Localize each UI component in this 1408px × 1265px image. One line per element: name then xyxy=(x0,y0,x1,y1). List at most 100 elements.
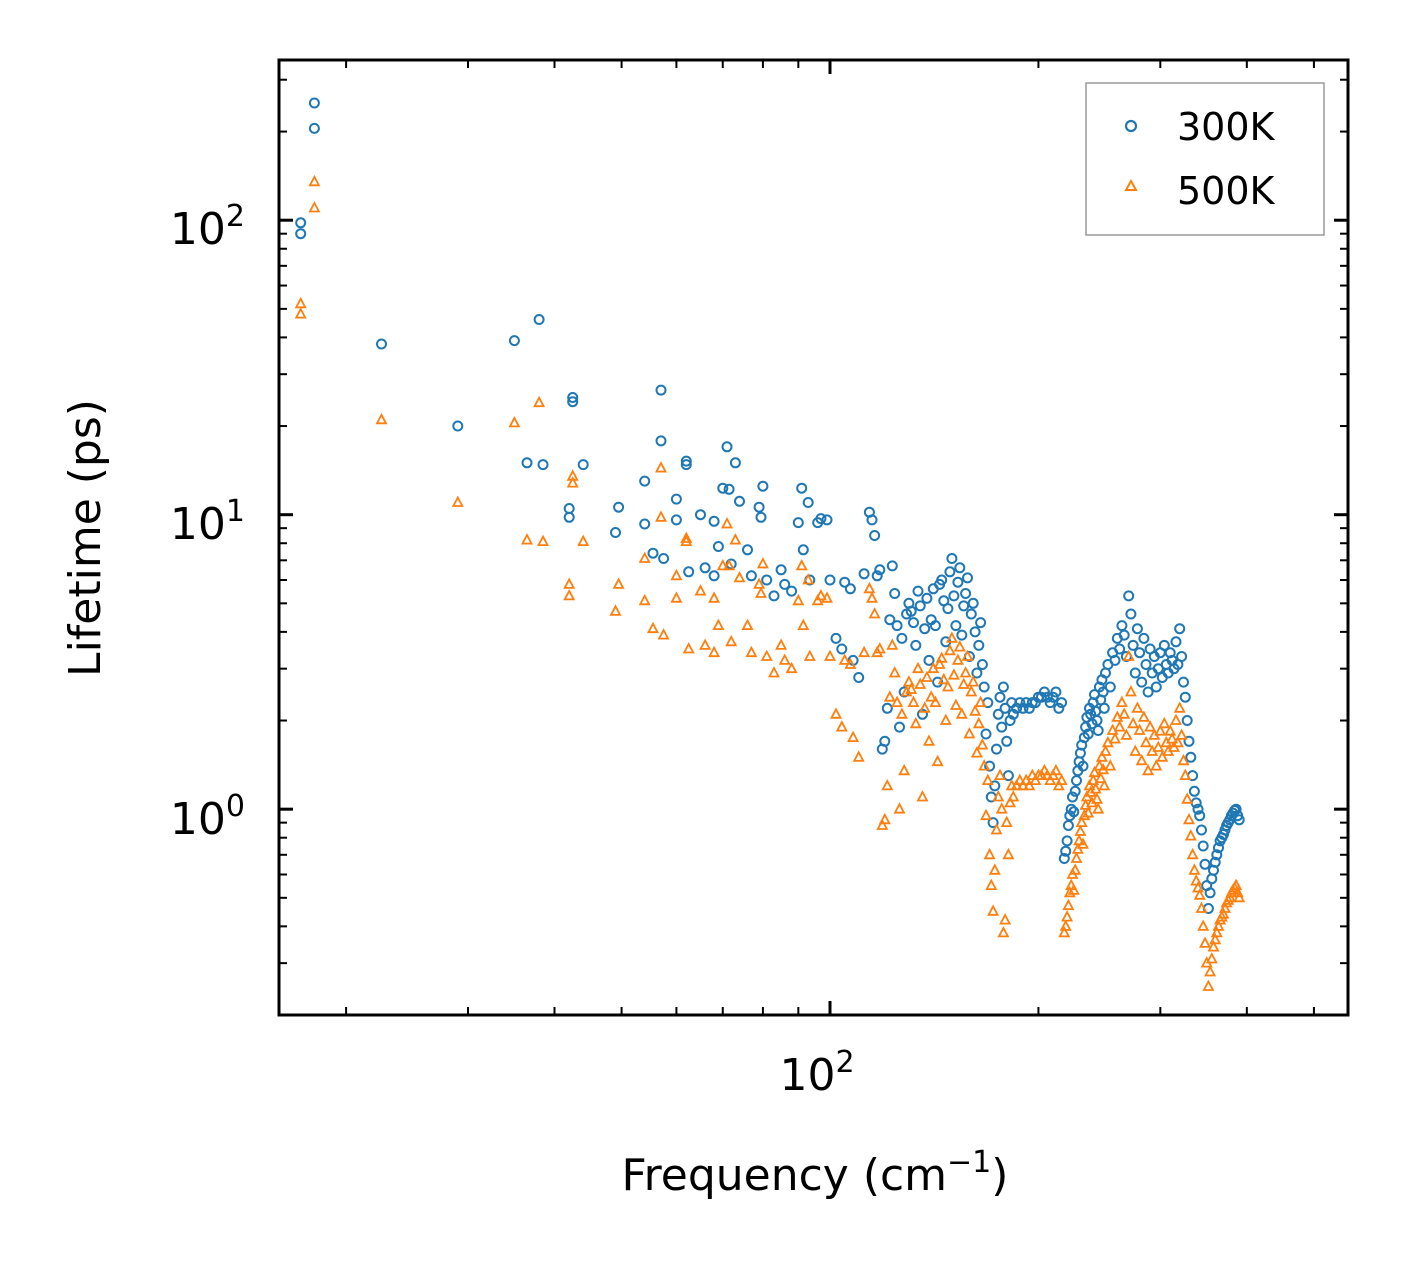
data-point-300K xyxy=(994,691,1006,703)
data-point-300K xyxy=(965,608,977,620)
data-point-300K xyxy=(1077,760,1089,772)
plot-frame xyxy=(277,58,1350,1017)
data-point-500K xyxy=(733,570,746,583)
data-point-300K xyxy=(1002,770,1014,782)
data-point-300K xyxy=(971,667,983,679)
legend-marker-300K xyxy=(1124,119,1138,133)
data-point-500K xyxy=(985,878,998,890)
data-point-500K xyxy=(935,651,948,663)
data-point-300K xyxy=(954,562,966,574)
data-point-300K xyxy=(815,513,827,525)
data-point-300K xyxy=(936,574,948,586)
data-point-500K xyxy=(1007,790,1020,802)
data-point-500K xyxy=(994,768,1006,780)
data-point-500K xyxy=(1089,782,1102,794)
data-point-300K xyxy=(655,435,667,447)
data-point-300K xyxy=(1129,667,1141,679)
x-tick-label-1e2: 102 xyxy=(779,1045,854,1101)
data-point-500K xyxy=(1098,778,1111,791)
data-point-300K xyxy=(997,681,1009,693)
data-point-300K xyxy=(1069,785,1081,797)
data-point-300K xyxy=(797,544,809,556)
data-point-300K xyxy=(919,623,931,635)
data-point-300K xyxy=(1060,845,1072,857)
data-point-300K xyxy=(996,721,1008,733)
data-point-300K xyxy=(563,503,575,514)
data-point-500K xyxy=(1118,707,1131,719)
data-point-500K xyxy=(741,618,754,630)
data-point-500K xyxy=(760,649,773,661)
data-point-500K xyxy=(1181,792,1194,804)
data-point-500K xyxy=(729,533,742,545)
data-point-300K xyxy=(946,553,958,564)
data-point-500K xyxy=(1073,833,1086,846)
data-point-500K xyxy=(900,685,913,697)
data-point-500K xyxy=(308,174,321,187)
data-point-500K xyxy=(1177,753,1190,766)
data-point-300K xyxy=(958,600,970,612)
data-point-300K xyxy=(1123,590,1135,602)
data-point-500K xyxy=(294,307,307,319)
data-point-300K xyxy=(894,721,905,733)
data-point-300K xyxy=(1017,702,1029,714)
data-point-500K xyxy=(925,690,938,702)
minor-ticks xyxy=(279,60,1348,1016)
data-point-500K xyxy=(1104,759,1117,771)
data-point-300K xyxy=(683,566,695,578)
data-point-300K xyxy=(452,420,464,432)
data-point-300K xyxy=(563,511,575,523)
data-point-500K xyxy=(1082,806,1095,818)
data-point-500K xyxy=(1109,732,1121,744)
data-point-300K xyxy=(1199,858,1211,870)
data-point-300K xyxy=(639,518,651,530)
data-point-500K xyxy=(844,657,857,669)
data-point-500K xyxy=(929,695,942,707)
data-point-500K xyxy=(945,631,958,643)
data-point-300K xyxy=(976,659,988,670)
data-point-500K xyxy=(1055,773,1068,785)
data-point-300K xyxy=(1114,643,1126,655)
data-point-300K xyxy=(699,562,711,574)
data-point-500K xyxy=(838,653,851,665)
data-point-500K xyxy=(1183,812,1195,825)
data-point-500K xyxy=(778,653,791,665)
data-point-300K xyxy=(1053,702,1065,714)
data-point-300K xyxy=(1071,775,1082,787)
data-point-500K xyxy=(755,586,767,598)
data-point-500K xyxy=(1000,815,1013,827)
data-point-500K xyxy=(1131,701,1144,713)
data-point-300K xyxy=(821,514,833,526)
data-point-500K xyxy=(1135,753,1148,766)
data-point-500K xyxy=(978,759,991,771)
data-point-300K xyxy=(742,544,753,556)
data-point-500K xyxy=(883,690,896,702)
data-point-500K xyxy=(914,677,927,689)
data-point-300K xyxy=(992,708,1004,720)
data-point-500K xyxy=(992,790,1005,802)
data-point-300K xyxy=(757,480,769,492)
data-point-500K xyxy=(1113,720,1126,732)
data-point-500K xyxy=(1091,792,1103,804)
data-point-500K xyxy=(821,591,833,603)
data-point-300K xyxy=(942,603,954,615)
data-point-300K xyxy=(802,497,814,508)
data-point-500K xyxy=(797,618,810,630)
data-point-300K xyxy=(1109,654,1121,666)
data-point-500K xyxy=(795,558,808,571)
data-point-300K xyxy=(1065,803,1077,815)
data-point-500K xyxy=(905,682,918,694)
data-point-500K xyxy=(1199,936,1211,948)
data-point-500K xyxy=(881,778,894,791)
data-point-500K xyxy=(1002,847,1015,860)
data-point-300K xyxy=(884,614,896,626)
data-point-500K xyxy=(1129,744,1142,756)
data-point-500K xyxy=(988,863,1001,875)
data-point-500K xyxy=(533,395,546,408)
data-point-500K xyxy=(1175,728,1188,740)
data-point-500K xyxy=(951,653,964,665)
data-point-300K xyxy=(1058,853,1070,864)
data-point-300K xyxy=(984,760,996,772)
data-point-300K xyxy=(792,517,804,529)
data-point-500K xyxy=(694,584,707,596)
data-point-300K xyxy=(1181,715,1193,726)
